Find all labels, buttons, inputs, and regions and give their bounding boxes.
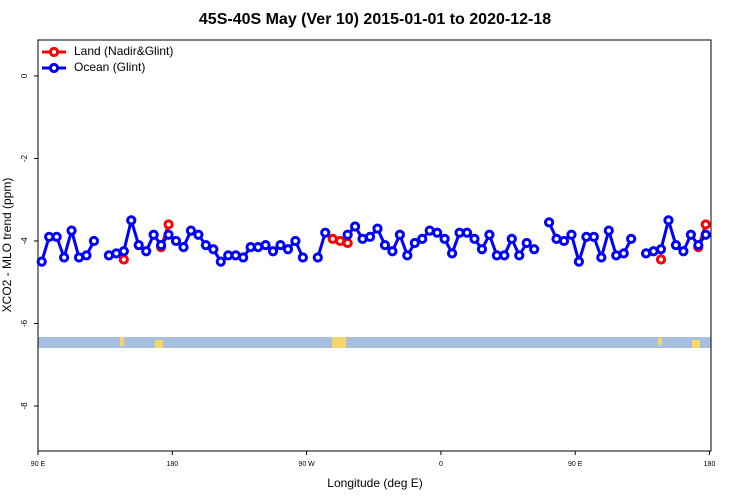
data-point [387,246,398,257]
data-point [432,227,443,238]
y-axis-label: XCO2 - MLO trend (ppm) [0,178,14,313]
data-point [439,233,450,244]
data-point [626,233,637,244]
data-point [364,231,376,242]
y-tick-label: -8 [20,402,29,410]
chart-title: 45S-40S May (Ver 10) 2015-01-01 to 2020-… [199,11,551,28]
data-point [663,215,674,226]
data-point [469,233,480,244]
data-point [461,227,473,238]
data-point [588,231,599,242]
data-point [379,239,391,251]
x-tick-label: 180 [166,461,178,468]
data-point [66,225,77,236]
data-point [88,235,100,247]
data-point [36,256,47,267]
x-tick-label: 90 W [298,461,315,468]
x-tick-label: 0 [439,461,443,468]
data-point [409,237,420,249]
data-point [312,252,323,263]
data-point [670,239,682,251]
data-point [267,246,279,257]
data-point [417,233,428,244]
data-point [476,244,488,255]
data-point [573,256,585,267]
data-point [446,248,458,259]
data-point [484,229,495,240]
data-point [693,239,704,251]
x-tick-label: 180 [704,461,716,468]
data-point [506,233,517,244]
data-point [618,248,629,259]
data-point [163,229,174,240]
data-point [596,252,607,263]
data-point [163,219,174,230]
data-point [118,246,129,257]
data-point [603,225,614,236]
data-point [678,246,689,257]
data-point [543,217,555,228]
data-point [215,256,226,267]
data-point [208,244,219,255]
data-point [685,229,696,240]
data-point [148,229,159,240]
data-point [51,231,62,242]
legend-swatch-marker [48,62,60,74]
data-point [700,229,711,240]
data-point [655,244,667,255]
data-point [178,242,189,253]
data-point [700,219,711,230]
data-point [141,246,152,257]
data-point [320,227,331,238]
data-point [193,229,204,240]
y-tick-label: -2 [20,154,29,162]
data-point [275,239,286,251]
data-point [499,250,510,261]
data-point [521,237,532,249]
data-point [185,225,197,236]
legend-label: Ocean (Glint) [74,60,145,74]
data-point [59,252,70,263]
data-point [529,244,540,255]
data-point [290,235,301,247]
x-axis-label: Longitude (deg E) [327,476,422,490]
land-mask [38,337,711,348]
x-tick-label: 90 E [568,461,583,468]
plot-frame [37,39,712,452]
data-point [297,252,308,263]
y-tick-label: 0 [20,73,29,78]
data-point [566,229,577,240]
y-tick-label: -6 [20,319,29,327]
data-point [118,254,129,265]
data-point [342,229,353,240]
data-point [133,239,144,251]
data-point [372,223,383,234]
data-point [260,239,271,251]
legend-swatch-marker [48,46,60,58]
data-point [342,237,353,249]
data-point [655,254,667,265]
data-point [170,235,182,247]
data-point [81,250,92,261]
data-point [514,250,525,261]
data-point [350,221,361,232]
legend-label: Land (Nadir&Glint) [74,44,173,58]
data-point [200,239,211,251]
data-point [238,252,249,263]
data-point [156,239,167,251]
data-point [402,250,413,261]
data-point [282,244,294,255]
y-tick-label: -4 [20,237,29,245]
data-point [126,215,137,226]
data-point [558,235,570,247]
data-point [394,229,405,240]
x-tick-label: 90 E [31,461,46,468]
